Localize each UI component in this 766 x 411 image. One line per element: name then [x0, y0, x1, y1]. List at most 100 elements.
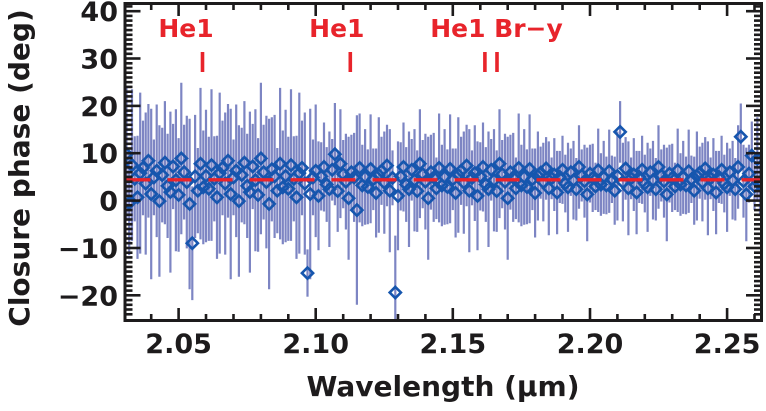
data-point-diamond — [568, 181, 584, 197]
data-point-diamond — [360, 179, 376, 195]
y-tick-label: −10 — [58, 234, 118, 265]
data-point-diamond — [297, 176, 313, 191]
data-point-diamond — [472, 168, 488, 184]
data-point-diamond — [236, 155, 252, 171]
data-point-diamond — [500, 190, 516, 206]
x-tick-label: 2.10 — [282, 329, 349, 360]
data-point-diamond — [198, 168, 214, 184]
data-point-diamond — [154, 167, 170, 183]
data-point-diamond — [579, 186, 595, 202]
y-tick-label: 10 — [80, 139, 118, 170]
data-point-diamond — [604, 171, 620, 187]
data-point-diamond — [220, 153, 236, 169]
data-point-diamond — [319, 177, 335, 192]
data-point-diamond — [459, 158, 475, 174]
data-point-diamond — [428, 180, 444, 196]
data-point-diamond — [387, 285, 403, 300]
data-point-diamond — [187, 168, 203, 184]
data-point-diamond — [346, 169, 362, 185]
data-point-diamond — [272, 156, 288, 172]
data-point-diamond — [184, 235, 200, 251]
data-point-diamond — [349, 202, 365, 218]
data-point-diamond — [261, 196, 277, 212]
data-point-diamond — [193, 156, 208, 172]
spectral-line-label: He1 — [309, 14, 364, 43]
y-tick-label: 20 — [80, 92, 118, 123]
data-point-diamond — [634, 162, 650, 178]
data-point-diamond — [442, 161, 458, 177]
y-tick-label: −20 — [58, 281, 118, 312]
data-point-diamond — [242, 184, 258, 200]
data-point-diamond — [130, 189, 145, 205]
data-point-diamond — [217, 176, 233, 191]
y-tick-label: 40 — [80, 0, 118, 28]
data-point-diamond — [234, 167, 250, 183]
data-point-diamond — [313, 168, 329, 184]
data-point-diamond — [697, 160, 713, 176]
data-point-diamond — [363, 161, 379, 177]
data-point-diamond — [588, 178, 603, 194]
data-point-diamond — [524, 171, 540, 187]
data-point-diamond — [171, 187, 187, 203]
x-tick-label: 2.15 — [419, 329, 486, 360]
data-point-diamond — [368, 185, 384, 201]
data-point-diamond — [352, 160, 368, 176]
data-point-diamond — [223, 186, 239, 202]
data-point-diamond — [607, 183, 623, 199]
data-point-diamond — [749, 151, 761, 167]
data-point-diamond — [239, 178, 255, 194]
data-point-diamond — [629, 185, 645, 200]
data-point-diamond — [330, 183, 346, 199]
y-axis-title: Closure phase (deg) — [3, 9, 36, 326]
data-point-diamond — [475, 159, 491, 175]
data-point-diamond — [245, 159, 261, 174]
data-point-diamond — [253, 150, 269, 166]
data-point-diamond — [300, 265, 315, 281]
data-point-diamond — [289, 189, 304, 205]
data-point-diamond — [612, 124, 628, 140]
data-point-diamond — [151, 193, 167, 209]
data-point-diamond — [527, 185, 543, 201]
data-point-diamond — [489, 183, 505, 199]
data-point-diamond — [730, 159, 746, 175]
data-point-diamond — [620, 180, 636, 196]
data-point-diamond — [511, 160, 527, 176]
data-point-diamond — [283, 157, 299, 173]
data-point-diamond — [420, 190, 436, 206]
data-point-diamond — [396, 159, 411, 175]
data-point-diamond — [280, 181, 296, 197]
data-point-diamond — [508, 180, 524, 196]
error-bars-layer — [125, 82, 761, 320]
data-point-diamond — [541, 180, 557, 196]
data-point-diamond — [555, 162, 570, 178]
data-point-diamond — [182, 196, 198, 212]
data-point-diamond — [470, 188, 485, 204]
data-point-diamond — [173, 150, 189, 166]
data-point-diamond — [431, 160, 447, 176]
data-point-diamond — [382, 183, 398, 199]
data-point-diamond — [618, 160, 634, 176]
spectral-line-annotations: He1 He1 He1 Br−y — [158, 14, 563, 72]
data-point-diamond — [160, 178, 176, 194]
data-point-diamond — [327, 146, 343, 162]
data-point-diamond — [700, 180, 716, 196]
data-point-diamond — [426, 169, 442, 185]
data-point-diamond — [492, 156, 507, 172]
data-point-diamond — [140, 153, 156, 169]
data-point-diamond — [379, 158, 395, 174]
plot-frame — [123, 2, 763, 322]
data-point-diamond — [201, 181, 217, 197]
data-point-diamond — [727, 181, 743, 197]
data-point-diamond — [294, 160, 310, 176]
data-point-diamond — [162, 184, 178, 200]
y-tick-label: 30 — [80, 45, 118, 76]
data-point-diamond — [267, 168, 283, 184]
data-point-diamond — [404, 162, 420, 178]
data-point-diamond — [683, 171, 699, 187]
spectral-line-label: He1 — [158, 14, 213, 43]
data-point-diamond — [332, 156, 348, 172]
data-point-diamond — [302, 186, 318, 202]
y-tick-label: 0 — [99, 187, 118, 218]
